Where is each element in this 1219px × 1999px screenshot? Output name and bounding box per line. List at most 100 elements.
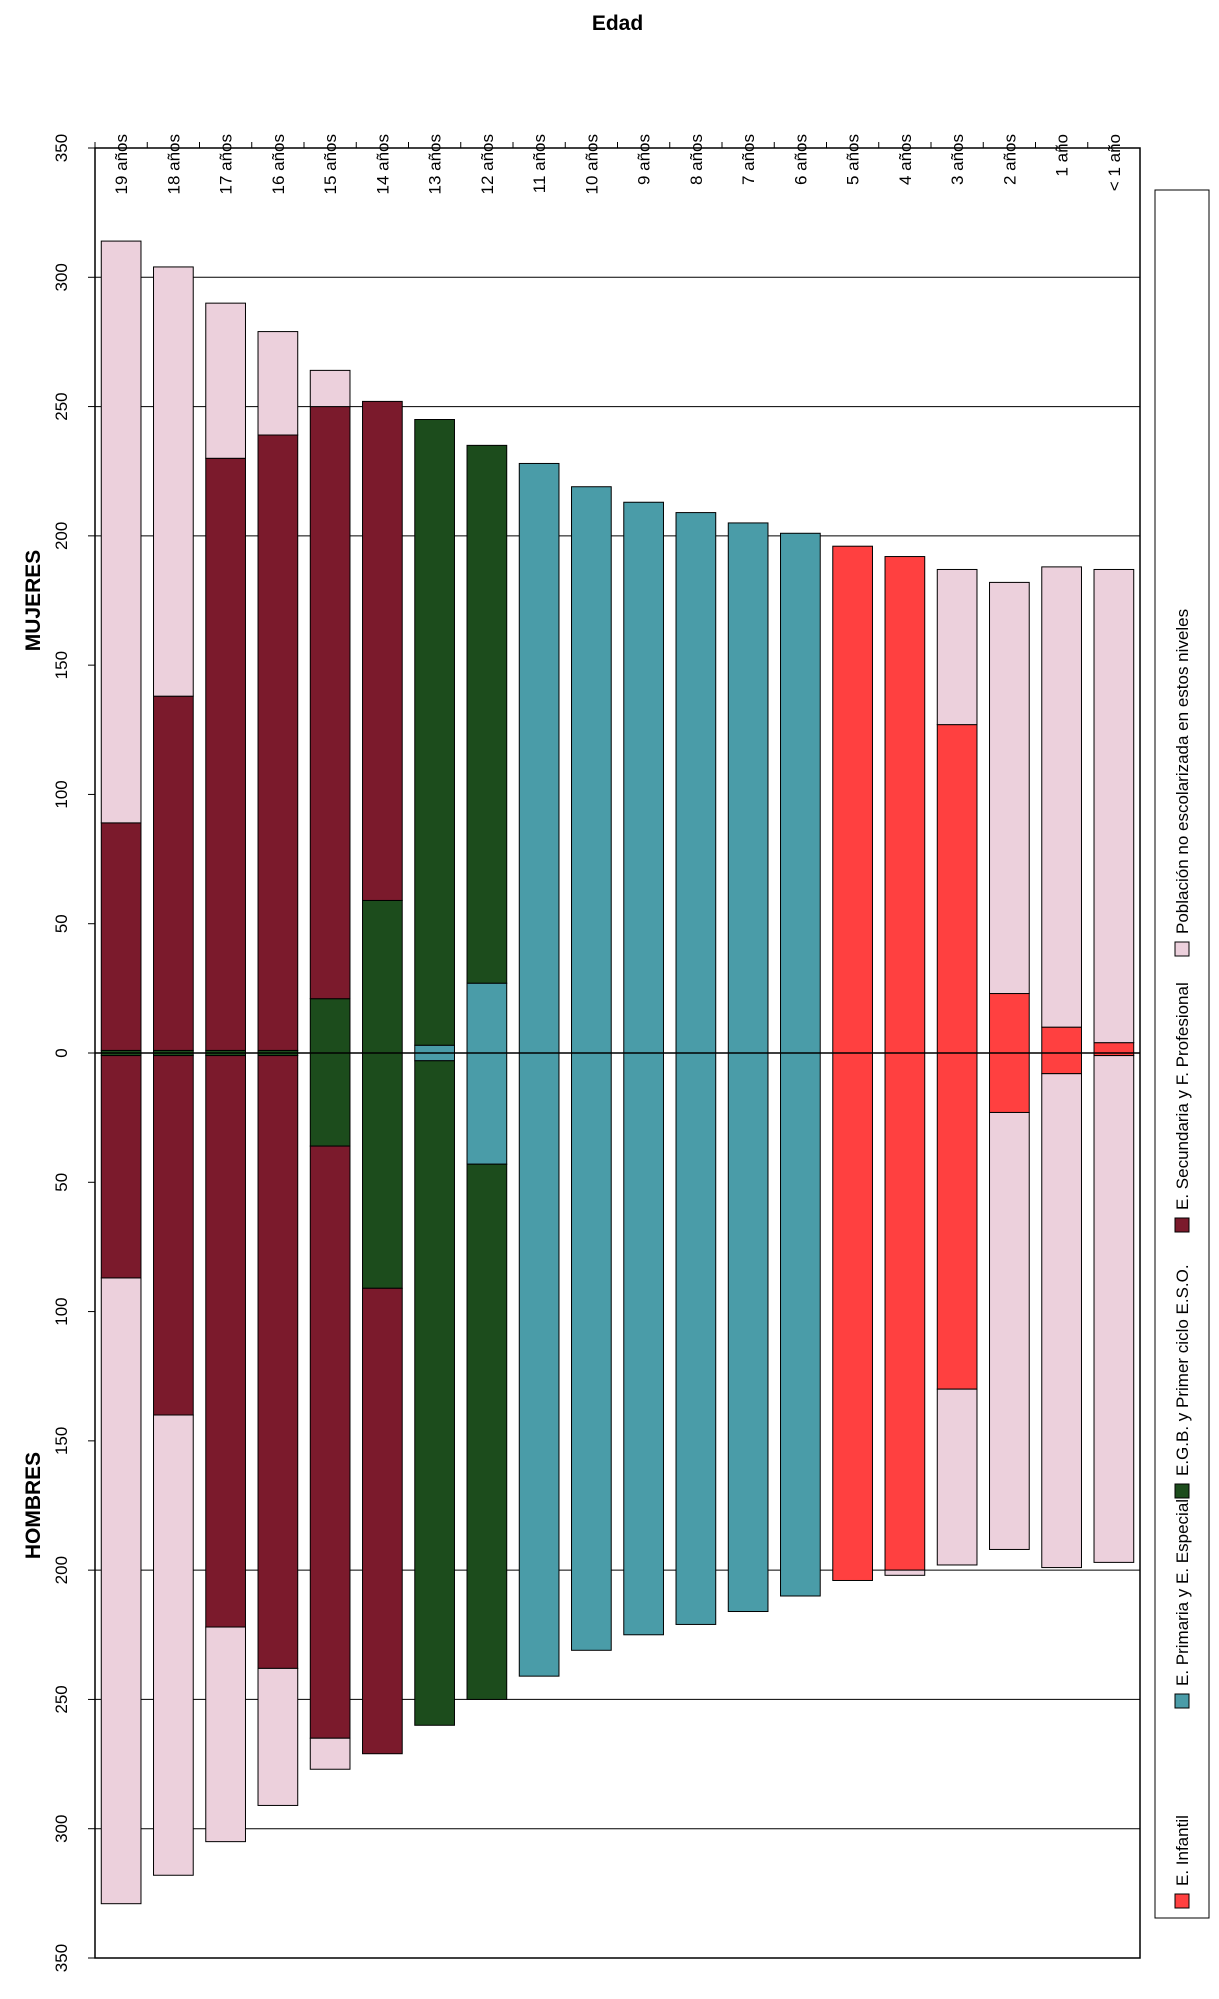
- bar-mujeres-1-ano-e-infantil: [1093, 1042, 1135, 1054]
- bar-hombres-7-anos-e-primaria-y-e-especial: [727, 1052, 769, 1613]
- bar-hombres-14-anos-e-g-b-y-primer-ciclo-e-s-o: [362, 1052, 403, 1289]
- legend-swatch-e-g-b-y-primer-ciclo-e-s-o: [1174, 1483, 1190, 1499]
- bar-mujeres-2-anos-poblacion-no-escolarizada-en-estos-niveles: [989, 581, 1030, 995]
- value-tick-label: 50: [52, 914, 71, 933]
- category-label: 11 años: [530, 134, 549, 193]
- value-tick-label: 200: [52, 522, 71, 550]
- bar-mujeres-4-anos-e-infantil: [884, 556, 926, 1054]
- value-tick-label: 0: [52, 1048, 71, 1057]
- bar-mujeres-15-anos-poblacion-no-escolarizada-en-estos-niveles: [309, 369, 351, 408]
- bar-mujeres-1-ano-poblacion-no-escolarizada-en-estos-niveles: [1093, 568, 1135, 1044]
- bar-hombres-5-anos-e-infantil: [832, 1052, 873, 1581]
- value-tick-label: 100: [52, 1297, 71, 1325]
- value-tick-label: 100: [52, 780, 71, 808]
- bar-hombres-1-ano-poblacion-no-escolarizada-en-estos-niveles: [1093, 1055, 1135, 1563]
- category-label: < 1 año: [1105, 134, 1124, 191]
- bars: [100, 240, 1135, 1905]
- bar-hombres-16-anos-e-secundaria-y-f-profesional: [257, 1055, 299, 1669]
- bar-mujeres-1-ano-e-infantil: [1041, 1026, 1082, 1054]
- bar-mujeres-3-anos-e-infantil: [936, 724, 978, 1054]
- category-label: 12 años: [478, 134, 497, 195]
- legend-label-e-g-b-y-primer-ciclo-e-s-o: E.G.B. y Primer ciclo E.S.O.: [1173, 1264, 1192, 1476]
- legend-label-e-secundaria-y-f-profesional: E. Secundaria y F. Profesional: [1173, 982, 1192, 1210]
- value-tick-label: 300: [52, 263, 71, 291]
- bar-hombres-16-anos-poblacion-no-escolarizada-en-estos-niveles: [257, 1667, 299, 1806]
- bar-hombres-13-anos-e-primaria-y-e-especial: [414, 1052, 455, 1062]
- category-label: 4 años: [896, 134, 915, 185]
- bar-hombres-17-anos-e-secundaria-y-f-profesional: [205, 1055, 246, 1628]
- bar-hombres-12-anos-e-g-b-y-primer-ciclo-e-s-o: [466, 1163, 508, 1700]
- category-label: 7 años: [739, 134, 758, 185]
- bar-mujeres-7-anos-e-primaria-y-e-especial: [727, 522, 769, 1054]
- category-axis-title: Edad: [592, 12, 643, 35]
- legend-label-e-infantil: E. Infantil: [1173, 1815, 1192, 1886]
- bar-mujeres-14-anos-e-secundaria-y-f-profesional: [362, 400, 403, 901]
- bar-hombres-11-anos-e-primaria-y-e-especial: [518, 1052, 560, 1677]
- group-label-mujeres: MUJERES: [22, 550, 45, 652]
- bar-hombres-15-anos-poblacion-no-escolarizada-en-estos-niveles: [309, 1737, 351, 1770]
- legend-swatch-e-secundaria-y-f-profesional: [1174, 1217, 1190, 1233]
- value-tick-label: 150: [52, 1427, 71, 1455]
- bar-hombres-1-ano-e-infantil: [1041, 1052, 1082, 1075]
- value-tick-label: 150: [52, 651, 71, 679]
- bar-mujeres-18-anos-e-secundaria-y-f-profesional: [153, 695, 194, 1051]
- category-label: 3 años: [948, 134, 967, 185]
- legend: E. Infantil E. Primaria y E. Especial E.G.…: [1154, 189, 1210, 1919]
- value-tick-label: 350: [52, 1944, 71, 1972]
- bar-hombres-8-anos-e-primaria-y-e-especial: [675, 1052, 717, 1625]
- value-tick-label: 250: [52, 392, 71, 420]
- bar-hombres-17-anos-poblacion-no-escolarizada-en-estos-niveles: [205, 1626, 246, 1843]
- category-label: 14 años: [373, 134, 392, 195]
- value-tick-label: 250: [52, 1685, 71, 1713]
- category-label: 9 años: [635, 134, 654, 185]
- bar-hombres-6-anos-e-primaria-y-e-especial: [780, 1052, 821, 1597]
- bar-mujeres-17-anos-poblacion-no-escolarizada-en-estos-niveles: [205, 302, 246, 459]
- bar-hombres-4-anos-e-infantil: [884, 1052, 926, 1571]
- bar-mujeres-6-anos-e-primaria-y-e-especial: [780, 532, 821, 1054]
- bar-hombres-2-anos-poblacion-no-escolarizada-en-estos-niveles: [989, 1111, 1030, 1550]
- legend-swatch-poblacion-no-escolarizada-en-estos-niveles: [1174, 941, 1190, 957]
- category-label: 1 año: [1053, 134, 1072, 177]
- bar-hombres-19-anos-e-secundaria-y-f-profesional: [100, 1055, 142, 1279]
- category-label: 6 años: [791, 134, 810, 185]
- bar-hombres-10-anos-e-primaria-y-e-especial: [571, 1052, 612, 1651]
- bar-mujeres-19-anos-e-secundaria-y-f-profesional: [100, 822, 142, 1051]
- bar-mujeres-12-anos-e-g-b-y-primer-ciclo-e-s-o: [466, 444, 508, 984]
- bar-hombres-19-anos-poblacion-no-escolarizada-en-estos-niveles: [100, 1277, 142, 1905]
- bar-mujeres-13-anos-e-g-b-y-primer-ciclo-e-s-o: [414, 419, 455, 1046]
- bar-hombres-14-anos-e-secundaria-y-f-profesional: [362, 1287, 403, 1755]
- bar-mujeres-11-anos-e-primaria-y-e-especial: [518, 462, 560, 1054]
- bar-mujeres-13-anos-e-primaria-y-e-especial: [414, 1044, 455, 1054]
- category-label: 16 años: [269, 134, 288, 195]
- value-tick-label: 350: [52, 134, 71, 162]
- legend-swatch-e-primaria-y-e-especial: [1174, 1693, 1190, 1709]
- bar-mujeres-18-anos-poblacion-no-escolarizada-en-estos-niveles: [153, 266, 194, 697]
- bar-hombres-13-anos-e-g-b-y-primer-ciclo-e-s-o: [414, 1060, 455, 1726]
- bar-mujeres-10-anos-e-primaria-y-e-especial: [571, 486, 612, 1054]
- legend-label-poblacion-no-escolarizada-en-estos-niveles: Población no escolarizada en estos nivel…: [1173, 609, 1192, 934]
- bar-mujeres-5-anos-e-infantil: [832, 545, 873, 1054]
- bar-mujeres-16-anos-poblacion-no-escolarizada-en-estos-niveles: [257, 331, 299, 436]
- bar-hombres-2-anos-e-infantil: [989, 1052, 1030, 1113]
- value-tick-label: 300: [52, 1815, 71, 1843]
- category-label: 15 años: [321, 134, 340, 195]
- value-tick-label: 200: [52, 1556, 71, 1584]
- category-label: 2 años: [1000, 134, 1019, 185]
- bar-mujeres-15-anos-e-secundaria-y-f-profesional: [309, 406, 351, 1000]
- category-label: 8 años: [687, 134, 706, 185]
- bar-mujeres-19-anos-poblacion-no-escolarizada-en-estos-niveles: [100, 240, 142, 824]
- bar-hombres-4-anos-poblacion-no-escolarizada-en-estos-niveles: [884, 1569, 926, 1576]
- category-label: 5 años: [844, 134, 863, 185]
- category-axis-labels: 19 años 18 años 17 años 16 años 15 años 14 añ…: [94, 134, 1124, 195]
- value-axis-ticks: 350 300 250 200 150 100 50 0 50 100 150 200 250 300 35…: [52, 134, 95, 1972]
- bar-mujeres-2-anos-e-infantil: [989, 993, 1030, 1054]
- bar-mujeres-8-anos-e-primaria-y-e-especial: [675, 512, 717, 1054]
- bar-hombres-3-anos-poblacion-no-escolarizada-en-estos-niveles: [936, 1388, 978, 1566]
- bar-mujeres-14-anos-e-g-b-y-primer-ciclo-e-s-o: [362, 899, 403, 1054]
- bar-mujeres-12-anos-e-primaria-y-e-especial: [466, 982, 508, 1054]
- bar-hombres-1-ano-poblacion-no-escolarizada-en-estos-niveles: [1041, 1073, 1082, 1569]
- group-label-hombres: HOMBRES: [22, 1452, 45, 1559]
- category-label: 13 años: [426, 134, 445, 195]
- value-tick-label: 50: [52, 1173, 71, 1192]
